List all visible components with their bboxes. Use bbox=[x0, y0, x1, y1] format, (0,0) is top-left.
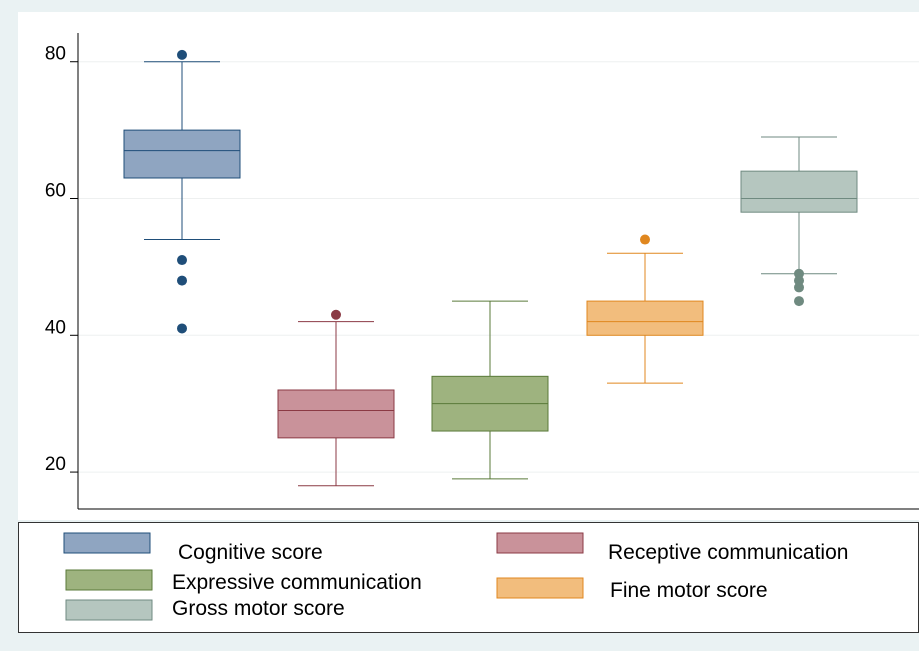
marks bbox=[123, 49, 858, 487]
legend-label: Gross motor score bbox=[172, 597, 345, 620]
outlier bbox=[794, 268, 804, 279]
outlier bbox=[177, 255, 187, 266]
y-tick-label: 40 bbox=[45, 317, 66, 338]
box bbox=[123, 129, 241, 179]
legend-label: Receptive communication bbox=[608, 541, 848, 564]
outlier bbox=[177, 49, 187, 60]
outlier bbox=[640, 234, 650, 245]
y-tick-label: 60 bbox=[45, 181, 66, 202]
legend: Cognitive score Receptive communication Ex… bbox=[63, 532, 848, 621]
outlier bbox=[331, 309, 341, 320]
y-tick-label: 80 bbox=[45, 44, 66, 65]
outlier bbox=[177, 275, 187, 286]
legend-box bbox=[18, 522, 919, 633]
legend-swatch bbox=[496, 532, 584, 554]
box bbox=[277, 389, 395, 439]
legend-swatch bbox=[496, 577, 584, 599]
box bbox=[740, 170, 858, 213]
outlier bbox=[177, 323, 187, 334]
legend-label: Expressive communication bbox=[172, 571, 422, 594]
outlier bbox=[794, 282, 804, 293]
legend-label: Fine motor score bbox=[610, 579, 768, 602]
plot-background bbox=[18, 12, 919, 520]
y-tick-label: 20 bbox=[45, 454, 66, 475]
outlier bbox=[794, 296, 804, 307]
legend-label: Cognitive score bbox=[178, 541, 323, 564]
legend-swatch bbox=[65, 599, 153, 621]
box bbox=[586, 300, 704, 336]
outlier bbox=[794, 275, 804, 286]
legend-swatch bbox=[63, 532, 151, 554]
legend-swatch bbox=[65, 569, 153, 591]
